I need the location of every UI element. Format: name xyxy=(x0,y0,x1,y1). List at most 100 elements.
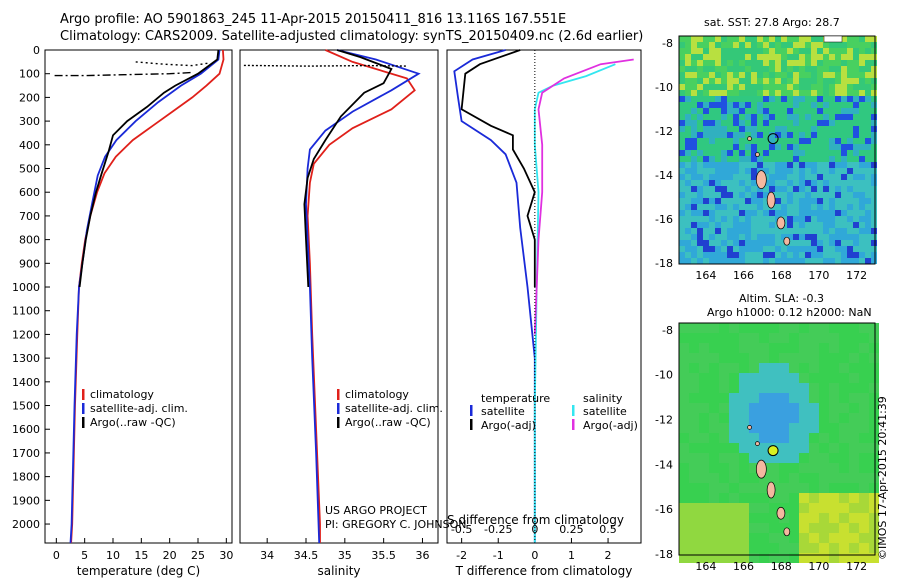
map-cell xyxy=(751,174,757,180)
map-cell xyxy=(817,48,823,54)
map-cell xyxy=(859,222,865,228)
map-cell xyxy=(691,54,697,60)
map-cell xyxy=(811,168,817,174)
map-cell xyxy=(691,102,697,108)
map-cell xyxy=(721,96,727,102)
map-cell xyxy=(679,174,685,180)
map-cell xyxy=(865,102,871,108)
map-cell xyxy=(715,96,721,102)
map-cell xyxy=(769,258,775,264)
map-cell xyxy=(839,363,849,373)
map-cell xyxy=(781,96,787,102)
map-cell xyxy=(817,84,823,90)
map-cell xyxy=(763,198,769,204)
map-cell xyxy=(859,343,869,353)
map-cell xyxy=(749,453,759,463)
map-cell xyxy=(819,513,829,523)
map-cell xyxy=(789,503,799,513)
map-cell xyxy=(799,403,809,413)
map-cell xyxy=(733,156,739,162)
map-cell xyxy=(781,198,787,204)
map-cell xyxy=(685,96,691,102)
map-cell xyxy=(715,36,721,42)
map-cell xyxy=(779,493,789,503)
map-cell xyxy=(847,126,853,132)
map-cell xyxy=(749,393,759,403)
map-cell xyxy=(781,144,787,150)
map-cell xyxy=(865,132,871,138)
map-cell xyxy=(739,204,745,210)
map-cell xyxy=(685,216,691,222)
map-cell xyxy=(811,234,817,240)
map-cell xyxy=(703,36,709,42)
x-tick-label: 35 xyxy=(338,549,352,562)
map-cell xyxy=(787,156,793,162)
map-cell xyxy=(733,150,739,156)
map-cell xyxy=(769,383,779,393)
map-cell xyxy=(841,198,847,204)
map-cell xyxy=(859,228,865,234)
map-cell xyxy=(685,252,691,258)
map-cell xyxy=(715,156,721,162)
map-cell xyxy=(819,493,829,503)
map-cell xyxy=(739,156,745,162)
map-cell xyxy=(689,443,699,453)
map-cell xyxy=(763,108,769,114)
map-cell xyxy=(779,533,789,543)
map-cell xyxy=(749,373,759,383)
map-cell xyxy=(703,132,709,138)
map-cell xyxy=(697,78,703,84)
map-cell xyxy=(733,90,739,96)
map-cell xyxy=(847,54,853,60)
map-cell xyxy=(817,240,823,246)
map-cell xyxy=(749,513,759,523)
map-cell xyxy=(811,174,817,180)
map-cell xyxy=(727,54,733,60)
map-cell xyxy=(819,463,829,473)
map-cell xyxy=(751,60,757,66)
map-cell xyxy=(841,54,847,60)
map-cell xyxy=(685,108,691,114)
map-cell xyxy=(709,553,719,563)
map-cell xyxy=(859,413,869,423)
map-cell xyxy=(703,48,709,54)
map-cell xyxy=(835,156,841,162)
map-cell xyxy=(787,42,793,48)
map-cell xyxy=(749,333,759,343)
map-cell xyxy=(781,150,787,156)
map-cell xyxy=(835,72,841,78)
map-cell xyxy=(811,78,817,84)
map-cell xyxy=(823,150,829,156)
map-cell xyxy=(847,66,853,72)
map-cell xyxy=(685,156,691,162)
map-cell xyxy=(745,48,751,54)
map-cell xyxy=(727,150,733,156)
map-cell xyxy=(759,443,769,453)
map-cell xyxy=(751,222,757,228)
map-cell xyxy=(739,363,749,373)
map-cell xyxy=(811,42,817,48)
map-cell xyxy=(715,66,721,72)
map-cell xyxy=(715,246,721,252)
map-cell xyxy=(745,252,751,258)
map-cell xyxy=(847,114,853,120)
map-cell xyxy=(787,138,793,144)
map-cell xyxy=(775,84,781,90)
map-cell xyxy=(779,393,789,403)
map-cell xyxy=(745,174,751,180)
y-tick-label: 700 xyxy=(19,210,40,223)
map-cell xyxy=(787,36,793,42)
map-cell xyxy=(689,343,699,353)
map-cell xyxy=(729,333,739,343)
map-cell xyxy=(709,126,715,132)
map-cell xyxy=(823,60,829,66)
map-cell xyxy=(823,204,829,210)
map-cell xyxy=(871,90,877,96)
map-cell xyxy=(715,240,721,246)
map-cell xyxy=(715,210,721,216)
map-cell xyxy=(679,54,685,60)
map-cell xyxy=(739,543,749,553)
map-cell xyxy=(685,54,691,60)
map-cell xyxy=(685,36,691,42)
map-cell xyxy=(799,162,805,168)
